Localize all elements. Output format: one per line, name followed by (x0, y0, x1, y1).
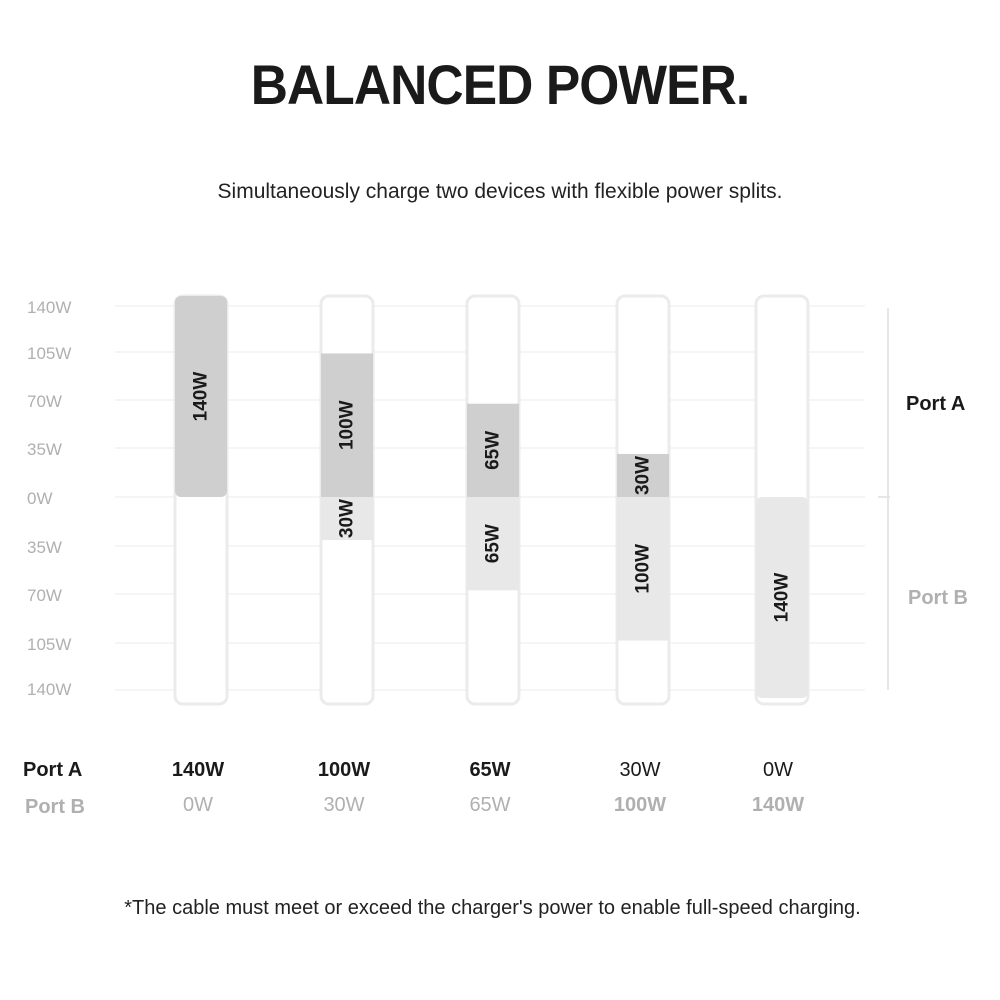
y-tick-label: 140W (27, 298, 71, 317)
y-tick-label: 105W (27, 344, 71, 363)
bar-port-a (175, 296, 227, 497)
y-tick-label: 70W (27, 392, 62, 411)
table-cell-port-b: 140W (752, 794, 804, 816)
table-row-label-port-b: Port B (25, 796, 85, 818)
table-cell-port-a: 30W (619, 759, 660, 781)
bar-label-port-b: 140W (772, 573, 793, 623)
bar-port-a (321, 353, 373, 497)
y-tick-label: 0W (27, 489, 53, 508)
table-row-label-port-a: Port A (23, 759, 82, 781)
bar-label-port-a: 140W (191, 372, 212, 422)
bar-label-port-b: 30W (337, 499, 358, 538)
bar-port-a (467, 403, 519, 497)
bar-port-b (321, 497, 373, 541)
table-cell-port-b: 30W (323, 794, 364, 816)
bar-label-port-b: 65W (483, 524, 504, 563)
table-cell-port-a: 65W (469, 759, 510, 781)
table-cell-port-a: 0W (763, 759, 793, 781)
bar-port-b (467, 497, 519, 591)
y-tick-label: 35W (27, 538, 62, 557)
table-cell-port-b: 0W (183, 794, 213, 816)
page-title: BALANCED POWER. (250, 53, 750, 116)
y-tick-label: 105W (27, 635, 71, 654)
bar-port-a (617, 453, 669, 497)
y-tick-label: 140W (27, 680, 71, 699)
y-tick-label: 70W (27, 586, 62, 605)
page-subtitle: Simultaneously charge two devices with f… (217, 180, 783, 203)
table-cell-port-b: 65W (469, 794, 510, 816)
table-cell-port-b: 100W (614, 794, 666, 816)
y-tick-label: 35W (27, 440, 62, 459)
bar-label-port-b: 100W (633, 544, 654, 594)
table-cell-port-a: 100W (318, 759, 370, 781)
table-cell-port-a: 140W (172, 759, 224, 781)
bar-port-b (756, 497, 808, 698)
cable-footnote: *The cable must meet or exceed the charg… (124, 897, 861, 919)
bar-label-port-a: 65W (483, 431, 504, 470)
bar-label-port-a: 30W (633, 456, 654, 495)
side-label-port-a: Port A (906, 393, 965, 415)
bar-port-b (617, 497, 669, 641)
side-label-port-b: Port B (908, 587, 968, 609)
bar-label-port-a: 100W (337, 400, 358, 450)
